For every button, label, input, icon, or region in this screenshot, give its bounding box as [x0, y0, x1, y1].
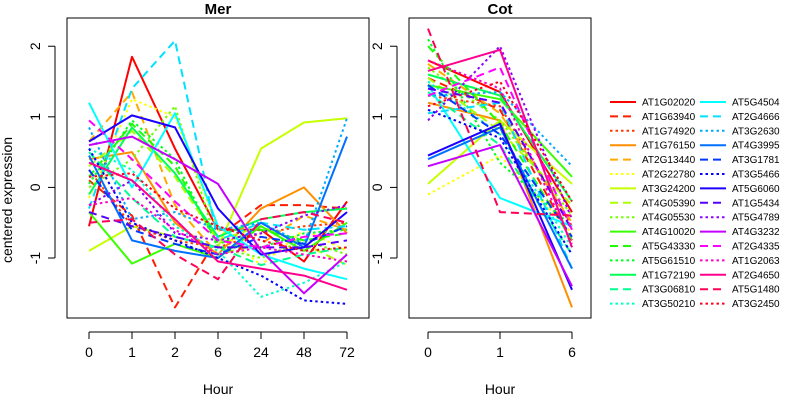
series-line-at3g06810: [427, 91, 573, 256]
x-tick-label: 0: [85, 344, 93, 360]
series-line-at2g4335: [88, 119, 348, 249]
legend-label: AT4G3232: [732, 227, 780, 238]
series-line-at3g50210: [88, 147, 348, 298]
series-line-at3g5466: [427, 108, 573, 256]
legend-label: AT4G05530: [642, 213, 696, 224]
series-line-at2g4666: [427, 101, 573, 269]
legend-label: AT5G4504: [732, 98, 780, 109]
series-line-at2g4650: [427, 48, 573, 248]
x-tick-label: 1: [496, 344, 504, 360]
y-tick-label: 2: [369, 42, 385, 50]
legend-label: AT3G24200: [642, 184, 696, 195]
y-axis-label: centered expression: [0, 137, 15, 263]
series-line-at5g1480: [427, 28, 573, 217]
legend-label: AT4G3995: [732, 141, 780, 152]
y-tick-label: 2: [27, 42, 43, 50]
series-line-at2g4335: [427, 66, 573, 231]
series-line-at4g3232: [427, 144, 573, 287]
panel-title: Cot: [488, 1, 513, 18]
series-line-at5g43330: [88, 122, 348, 245]
legend-label: AT3G5466: [732, 170, 780, 181]
legend-label: AT1G74920: [642, 126, 696, 137]
legend-label: AT1G63940: [642, 112, 696, 123]
series-line-at4g3232: [88, 135, 348, 295]
series-line-at2g22780: [427, 154, 573, 234]
x-tick-label: 6: [214, 344, 222, 360]
x-tick-label: 2: [171, 344, 179, 360]
x-axis-label: Hour: [485, 381, 516, 397]
series-line-at4g3995: [427, 126, 573, 270]
series-line-at1g5434: [88, 211, 348, 249]
series-line-at1g2063: [427, 59, 573, 245]
x-tick-label: 1: [128, 344, 136, 360]
legend-label: AT2G22780: [642, 170, 696, 181]
legend-label: AT3G2450: [732, 299, 780, 310]
series-line-at2g4650: [88, 161, 348, 291]
legend-label: AT5G4789: [732, 213, 780, 224]
legend-label: AT2G13440: [642, 155, 696, 166]
plot-frame: [408, 17, 592, 319]
series-line-at1g72190: [427, 73, 573, 203]
legend-label: AT5G6060: [732, 184, 780, 195]
legend-label: AT5G1480: [732, 285, 780, 296]
panel-cot: Cot 0 1 6 Hour -1 0 1 2: [369, 1, 592, 397]
x-axis-label: Hour: [203, 381, 234, 397]
legend-label: AT4G10020: [642, 227, 696, 238]
x-tick-label: 6: [568, 344, 576, 360]
series-line-at5g6060: [427, 122, 573, 291]
legend-label: AT5G61510: [642, 256, 696, 267]
plot-frame: [66, 17, 370, 319]
x-tick-label: 0: [424, 344, 432, 360]
series-line-at1g63940: [427, 77, 573, 241]
legend-label: AT1G2063: [732, 256, 780, 267]
legend-label: AT2G4650: [732, 270, 780, 281]
legend-label: AT1G76150: [642, 141, 696, 152]
panel-title: Mer: [205, 1, 232, 18]
legend-label: AT4G05390: [642, 198, 696, 209]
series-line-at3g50210: [427, 80, 573, 248]
legend-label: AT1G02020: [642, 98, 696, 109]
y-tick-label: -1: [369, 252, 385, 265]
series-line-at3g1781: [88, 169, 348, 256]
legend-label: AT2G4335: [732, 242, 780, 253]
legend-label: AT3G50210: [642, 299, 696, 310]
legend-label: AT1G72190: [642, 270, 696, 281]
y-tick-label: 1: [369, 113, 385, 121]
series-line-at3g2450: [88, 172, 348, 252]
y-tick-label: 0: [369, 183, 385, 191]
y-tick-label: 1: [27, 113, 43, 121]
legend: AT1G02020 AT1G63940 AT1G74920 AT1G76150 AT2G…: [610, 98, 780, 310]
legend-label: AT5G43330: [642, 242, 696, 253]
panel-mer: Mer 0 1 2 6 24 48 72 Hour -1 0 1 2: [27, 1, 370, 397]
x-tick-label: 24: [253, 344, 269, 360]
legend-label: AT2G4666: [732, 112, 780, 123]
series-line-at1g5434: [427, 87, 573, 231]
legend-label: AT3G1781: [732, 155, 780, 166]
y-tick-label: 0: [27, 183, 43, 191]
series-line-at3g1781: [427, 84, 573, 238]
series-line-at5g4789: [427, 45, 573, 220]
series-line-at4g05530: [427, 66, 573, 217]
legend-label: AT3G2630: [732, 126, 780, 137]
series-line-at5g1480: [88, 211, 348, 281]
series-line-at5g4504: [427, 84, 573, 228]
legend-label: AT1G5434: [732, 198, 780, 209]
x-tick-label: 72: [339, 344, 355, 360]
legend-label: AT3G06810: [642, 285, 696, 296]
y-tick-label: -1: [27, 252, 43, 265]
series-line-at5g6060: [88, 114, 348, 256]
x-tick-label: 48: [296, 344, 312, 360]
